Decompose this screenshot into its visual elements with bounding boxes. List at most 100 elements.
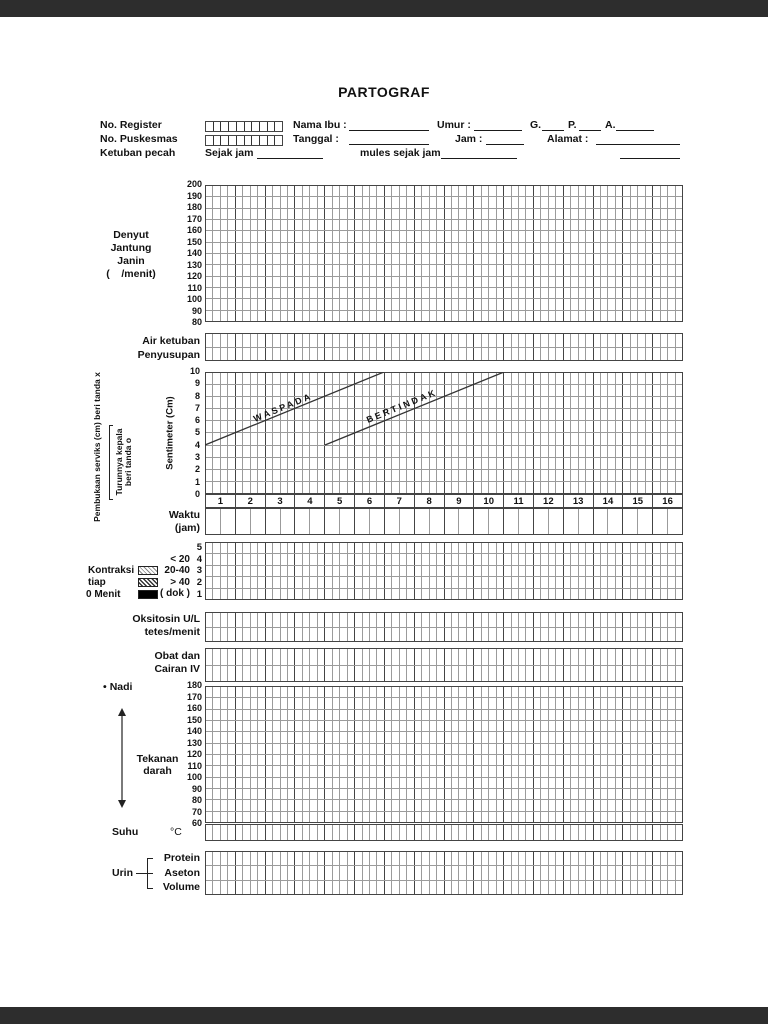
grid-cell	[309, 543, 316, 554]
grid-cell	[301, 766, 309, 777]
grid-cell	[391, 265, 398, 276]
grid-cell	[354, 299, 361, 310]
grid-cell	[659, 253, 667, 265]
grid-cell	[428, 231, 436, 242]
grid-cell	[219, 687, 227, 698]
grid-cell	[242, 766, 249, 777]
grid-cell	[272, 627, 279, 641]
grid-cell	[637, 665, 644, 681]
grid-cell	[592, 766, 600, 777]
grid-cell	[264, 409, 272, 421]
grid-cell	[421, 457, 428, 469]
grid-cell	[540, 852, 547, 866]
grid-cell	[473, 800, 480, 811]
grid-cell	[383, 287, 391, 299]
grid-cell	[257, 565, 264, 577]
grid-cell	[421, 231, 428, 242]
grid-cell	[644, 385, 652, 397]
grid-cell	[272, 310, 279, 321]
grid-cell	[331, 720, 339, 732]
cervix-tick: 7	[194, 402, 200, 413]
grid-cell	[219, 310, 227, 321]
grid-cell	[242, 825, 249, 840]
grid-cell	[279, 433, 287, 445]
grid-cell	[257, 347, 264, 360]
grid-cell	[279, 457, 287, 469]
grid-cell	[540, 310, 547, 321]
grid-cell	[585, 577, 592, 588]
grid-cell	[242, 687, 249, 698]
grid-cell	[503, 754, 510, 766]
grid-cell	[450, 627, 458, 641]
drugs-label-line: Cairan IV	[154, 663, 200, 675]
grid-cell	[547, 554, 555, 565]
grid-cell	[652, 788, 659, 800]
grid-cell	[540, 481, 547, 493]
grid-cell	[592, 709, 600, 720]
urine-bracket-tick-3	[148, 888, 153, 889]
grid-cell	[555, 825, 562, 840]
grid-cell	[361, 397, 369, 409]
grid-cell	[346, 800, 354, 811]
grid-cell	[421, 565, 428, 577]
grid-cell	[607, 276, 614, 287]
grid-cell	[339, 880, 346, 894]
grid-cell	[346, 613, 354, 627]
grid-cell	[234, 397, 242, 409]
grid-cell	[547, 754, 555, 766]
grid-cell	[264, 509, 280, 534]
grid-cell	[644, 457, 652, 469]
grid-cell	[242, 299, 249, 310]
contractions-row-number: 2	[196, 577, 202, 589]
grid-cell	[525, 481, 532, 493]
grid-cell	[674, 743, 682, 754]
grid-cell	[473, 299, 480, 310]
grid-cell	[443, 373, 451, 385]
grid-cell	[286, 788, 294, 800]
grid-cell	[622, 509, 637, 534]
grid-cell	[629, 265, 637, 276]
grid-cell	[257, 554, 264, 565]
grid-cell	[622, 866, 629, 880]
grid-cell	[614, 743, 622, 754]
grid-cell	[339, 457, 346, 469]
grid-cell	[257, 588, 264, 600]
grid-cell	[510, 265, 518, 276]
grid-cell	[324, 287, 331, 299]
grid-cell	[279, 509, 295, 534]
grid-cell	[488, 800, 495, 811]
grid-cell	[495, 445, 503, 457]
grid-cell	[436, 208, 443, 219]
grid-cell	[614, 720, 622, 732]
grid-cell	[309, 445, 316, 457]
grid-cell	[398, 253, 406, 265]
grid-row	[206, 252, 682, 265]
grid-cell	[428, 665, 436, 681]
grid-cell	[592, 373, 600, 385]
grid-cell	[428, 577, 436, 588]
grid-cell	[383, 457, 391, 469]
grid-cell	[301, 385, 309, 397]
grid-cell	[510, 698, 518, 709]
grid-cell	[331, 577, 339, 588]
grid-cell	[614, 310, 622, 321]
grid-row	[206, 468, 682, 481]
grid-cell	[659, 880, 667, 894]
grid-cell	[286, 457, 294, 469]
grid-cell	[279, 421, 287, 433]
grid-cell	[667, 687, 674, 698]
grid-cell	[212, 577, 219, 588]
grid-cell	[547, 588, 555, 600]
grid-cell	[458, 299, 465, 310]
grid-cell	[406, 457, 413, 469]
grid-cell	[607, 373, 614, 385]
grid-cell	[406, 852, 413, 866]
bp-label-line: darah	[143, 765, 172, 777]
grid-cell	[354, 219, 361, 231]
grid-cell	[577, 481, 585, 493]
grid-cell	[629, 385, 637, 397]
grid-cell	[242, 777, 249, 788]
grid-cell	[577, 852, 585, 866]
grid-cell	[339, 253, 346, 265]
grid-cell	[413, 287, 421, 299]
